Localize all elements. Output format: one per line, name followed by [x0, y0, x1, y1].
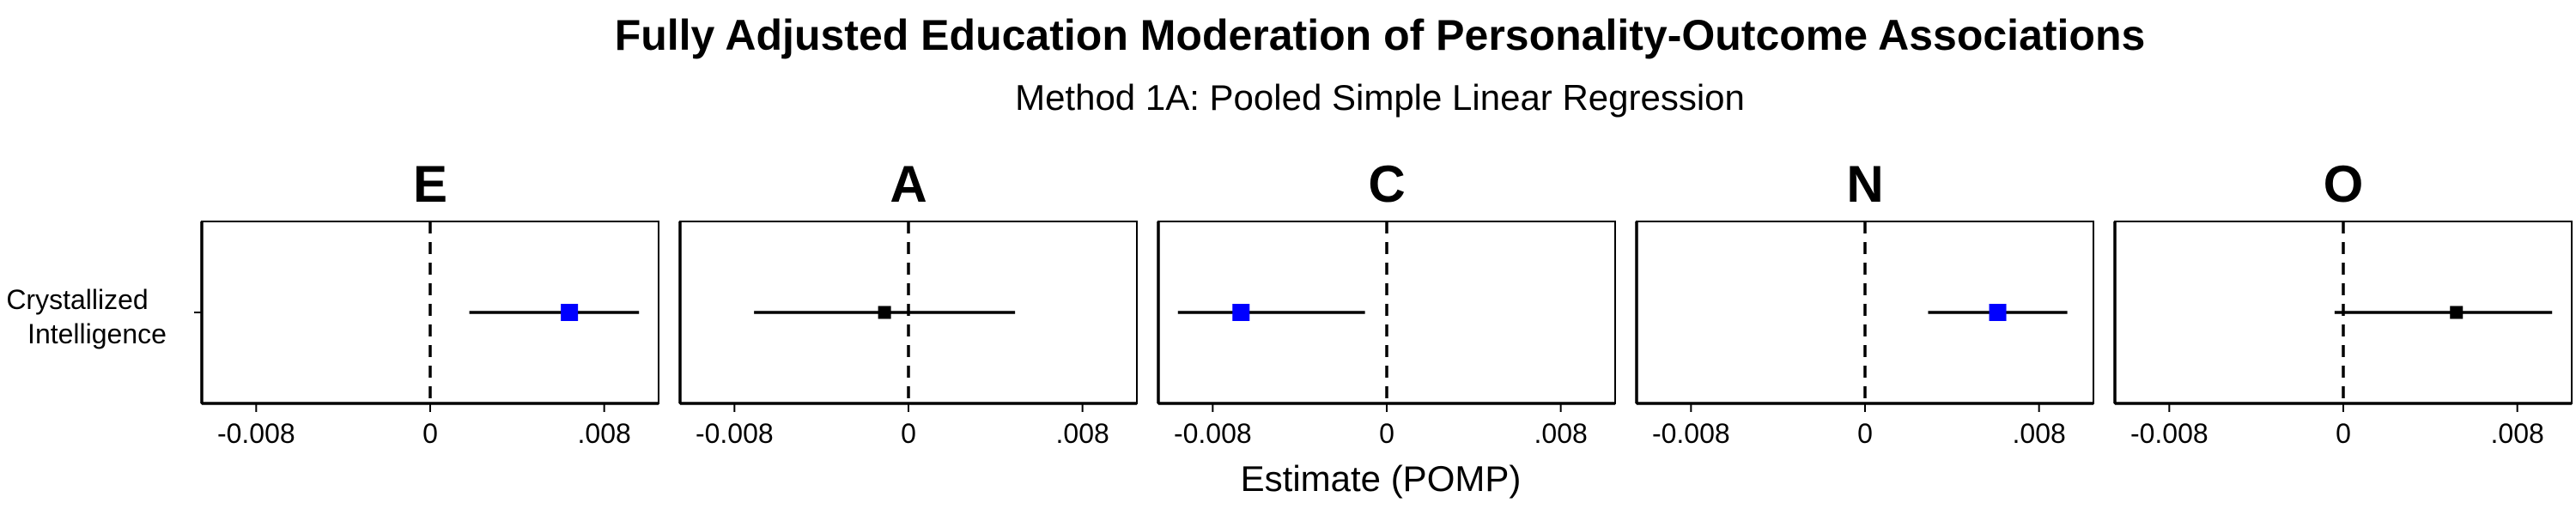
panels-group: E -0.008 0 .008 A -0.008 0 .008 C -0.008 0 .008 N -0.…: [194, 155, 2573, 449]
estimate-point-N: [1989, 304, 2007, 321]
estimate-point-C: [1232, 304, 1250, 321]
x-tick-label-N: 0: [1857, 418, 1873, 449]
x-tick-label-A: .008: [1056, 418, 1109, 449]
panel-title-O: O: [2324, 155, 2364, 213]
estimate-point-A: [878, 306, 891, 319]
estimate-point-O: [2450, 306, 2464, 319]
x-axis-label: Estimate (POMP): [1241, 458, 1522, 499]
x-tick-label-O: .008: [2491, 418, 2544, 449]
x-tick-label-A: 0: [901, 418, 916, 449]
x-tick-label-E: -0.008: [217, 418, 295, 449]
x-tick-label-O: 0: [2336, 418, 2351, 449]
x-tick-label-O: -0.008: [2130, 418, 2208, 449]
x-tick-label-E: 0: [422, 418, 438, 449]
chart-title: Fully Adjusted Education Moderation of P…: [615, 11, 2146, 59]
estimate-point-E: [561, 304, 579, 321]
row-label-line-1: Crystallized: [6, 284, 148, 315]
x-tick-label-C: .008: [1534, 418, 1588, 449]
x-tick-label-C: -0.008: [1174, 418, 1252, 449]
panel-title-A: A: [890, 155, 927, 213]
x-tick-label-A: -0.008: [696, 418, 774, 449]
chart-subtitle: Method 1A: Pooled Simple Linear Regressi…: [1015, 77, 1745, 118]
panel-title-N: N: [1846, 155, 1883, 213]
x-tick-label-N: .008: [2013, 418, 2066, 449]
x-tick-label-E: .008: [578, 418, 631, 449]
panel-title-C: C: [1368, 155, 1405, 213]
row-label-line-2: Intelligence: [27, 318, 167, 349]
x-tick-label-N: -0.008: [1652, 418, 1730, 449]
x-tick-label-C: 0: [1379, 418, 1394, 449]
panel-title-E: E: [413, 155, 447, 213]
